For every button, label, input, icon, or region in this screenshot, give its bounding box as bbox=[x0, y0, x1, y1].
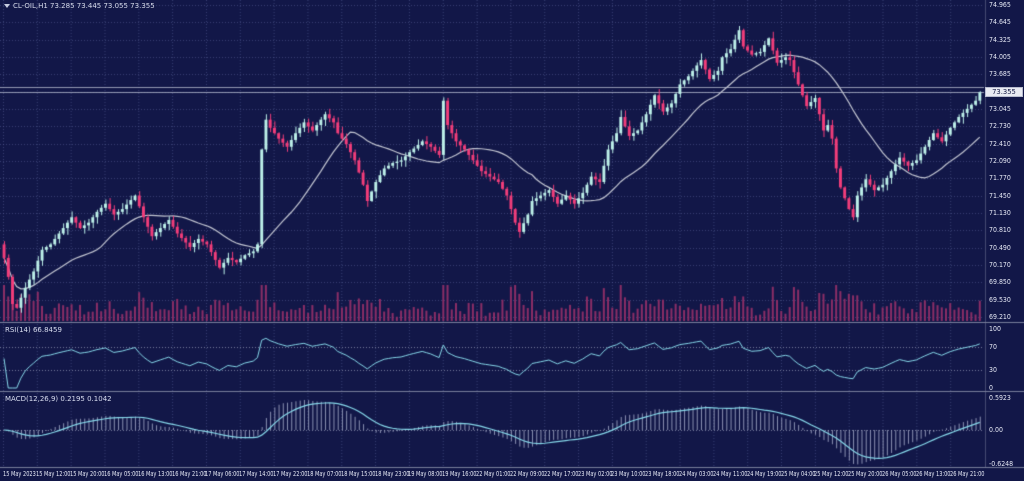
rsi-scale-label: 0 bbox=[989, 384, 993, 392]
time-axis-label: 17 May 22:00 bbox=[273, 470, 308, 478]
time-axis-label: 25 May 04:00 bbox=[780, 470, 816, 478]
price-axis-label: 72.090 bbox=[989, 156, 1011, 165]
price-axis-label: 69.530 bbox=[989, 295, 1011, 304]
price-axis-label: 74.325 bbox=[989, 35, 1011, 44]
time-axis-label: 22 May 01:00 bbox=[476, 470, 511, 478]
time-axis-label: 26 May 21:00 bbox=[949, 470, 985, 478]
time-axis-label: 16 May 21:00 bbox=[171, 470, 207, 478]
macd-scale-label: -0.6248 bbox=[989, 459, 1014, 468]
rsi-scale-label: 30 bbox=[989, 366, 997, 375]
price-axis-label: 74.965 bbox=[989, 1, 1011, 9]
time-axis-label: 16 May 05:00 bbox=[103, 470, 139, 478]
price-axis-label: 73.685 bbox=[989, 70, 1011, 79]
price-axis-label: 72.410 bbox=[989, 139, 1011, 148]
price-axis-label: 71.450 bbox=[989, 191, 1011, 200]
time-axis-label: 19 May 16:00 bbox=[442, 470, 477, 478]
rsi-scale-label: 70 bbox=[989, 342, 997, 351]
current-price-box: 73.355 bbox=[985, 87, 1023, 98]
time-axis-label: 18 May 23:00 bbox=[374, 470, 410, 478]
time-axis-label: 25 May 20:00 bbox=[848, 470, 883, 478]
time-axis-label: 24 May 19:00 bbox=[746, 470, 782, 478]
price-axis-label: 70.810 bbox=[989, 226, 1011, 235]
macd-scale-label: 0.00 bbox=[989, 426, 1003, 434]
time-axis-label: 26 May 13:00 bbox=[915, 470, 951, 478]
time-axis-label: 19 May 08:00 bbox=[408, 470, 443, 478]
price-axis-label: 69.850 bbox=[989, 278, 1011, 287]
price-axis-label: 74.645 bbox=[989, 18, 1011, 27]
time-axis-label: 23 May 02:00 bbox=[577, 470, 613, 478]
time-axis-label: 24 May 03:00 bbox=[679, 470, 714, 478]
time-axis-label: 17 May 14:00 bbox=[239, 470, 274, 478]
chart-title: CL-OIL,H1 73.285 73.445 73.055 73.355 bbox=[13, 2, 155, 10]
price-axis-label: 70.170 bbox=[989, 260, 1011, 269]
time-axis-label: 15 May 20:00 bbox=[70, 470, 105, 478]
time-axis-label: 18 May 15:00 bbox=[340, 470, 376, 478]
current-price-value: 73.355 bbox=[992, 88, 1016, 97]
time-axis-label: 16 May 13:00 bbox=[137, 470, 173, 478]
time-axis-label: 15 May 2023 bbox=[2, 470, 36, 478]
rsi-indicator-label: RSI(14) 66.8459 bbox=[5, 326, 62, 334]
price-axis-label: 71.770 bbox=[989, 174, 1011, 183]
time-axis-label: 24 May 11:00 bbox=[712, 470, 748, 478]
price-axis-label: 73.045 bbox=[989, 105, 1011, 114]
time-axis-label: 18 May 07:00 bbox=[306, 470, 342, 478]
price-axis-label: 74.005 bbox=[989, 53, 1011, 62]
time-axis-label: 23 May 18:00 bbox=[645, 470, 680, 478]
time-axis-label: 23 May 10:00 bbox=[611, 470, 646, 478]
time-axis-label: 22 May 09:00 bbox=[509, 470, 545, 478]
macd-scale-label: 0.5923 bbox=[989, 394, 1011, 403]
time-axis-label: 22 May 17:00 bbox=[543, 470, 579, 478]
time-axis-label: 17 May 06:00 bbox=[205, 470, 240, 478]
price-axis-label: 69.210 bbox=[989, 313, 1011, 321]
price-axis-label: 70.490 bbox=[989, 243, 1011, 252]
time-axis-label: 25 May 12:00 bbox=[814, 470, 849, 478]
time-axis-label: 15 May 12:00 bbox=[36, 470, 71, 478]
price-axis-label: 72.730 bbox=[989, 122, 1011, 131]
macd-indicator-label: MACD(12,26,9) 0.2195 0.1042 bbox=[5, 395, 112, 403]
rsi-scale-label: 100 bbox=[989, 325, 1001, 333]
time-axis-label: 26 May 05:00 bbox=[882, 470, 917, 478]
chart-title-bar: CL-OIL,H1 73.285 73.445 73.055 73.355 bbox=[4, 2, 155, 10]
price-axis-label: 71.130 bbox=[989, 208, 1011, 217]
chart-menu-icon[interactable] bbox=[4, 4, 10, 8]
